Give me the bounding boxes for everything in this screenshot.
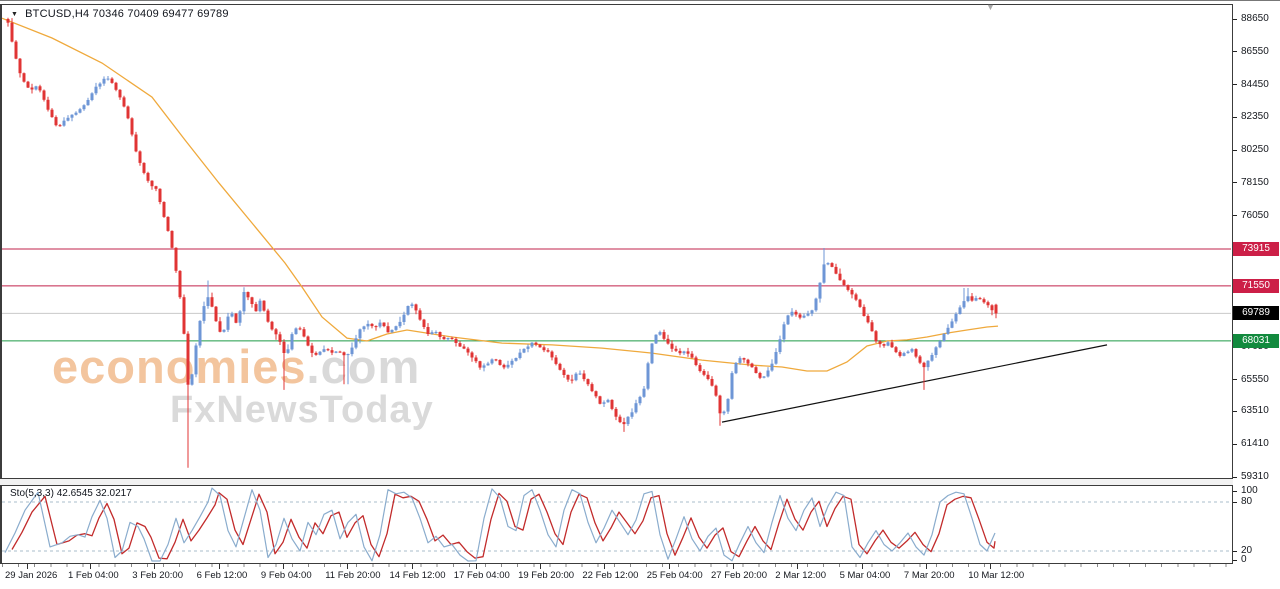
sto-axis-label: 0 [1241,554,1247,565]
x-axis-major-tick [861,564,863,569]
main-chart-panel[interactable]: economies.com FxNewsToday ▼ BTCUSD,H4 70… [0,2,1233,479]
y-axis-tick-mark [1233,18,1237,20]
x-axis-major-tick [475,564,477,569]
sto-axis-tick-mark [1233,501,1237,503]
y-axis-tick-label: 59310 [1241,471,1269,482]
stochastic-indicator-label: Sto(5,3,3) 42.6545 32.0217 [10,488,132,499]
y-axis-tick-label: 78150 [1241,176,1269,188]
y-axis-tick-label: 63510 [1241,405,1269,417]
x-axis-label: 19 Feb 20:00 [518,570,575,581]
y-axis-tick-label: 84450 [1241,78,1269,90]
y-axis-tick-mark [1233,149,1237,151]
y-axis-tick-mark [1233,84,1237,86]
x-axis-label: 17 Feb 04:00 [453,570,510,581]
price-chart-canvas[interactable] [2,5,1231,478]
x-axis-major-tick [797,564,799,569]
x-axis-major-tick [990,564,992,569]
y-axis-tick-label: 76050 [1241,209,1269,221]
x-axis-major-tick [925,564,927,569]
price-tag-69789: 69789 [1233,306,1279,321]
price-tag-73915: 73915 [1233,242,1279,257]
x-axis-major-tick [90,564,91,569]
sto-axis-tick-mark [1233,550,1237,552]
y-axis-tick-label: 88650 [1241,13,1269,24]
stochastic-canvas [2,487,1231,562]
x-axis-major-tick [604,564,606,569]
watermark-brand: economies [52,340,307,393]
y-axis-tick-label: 80250 [1241,144,1269,156]
y-axis-tick-mark [1233,116,1237,118]
x-axis-label: 14 Feb 12:00 [389,570,446,581]
window-top-border [0,0,1280,1]
x-axis-major-tick [218,564,220,569]
sto-axis-label: 80 [1241,496,1253,507]
x-axis-label: 29 Jan 2026 [5,570,58,581]
x-axis-major-tick [154,564,156,569]
x-axis-label: 10 Mar 12:00 [968,570,1025,581]
y-axis-tick-mark [1233,410,1237,412]
watermark: economies.com FxNewsToday [52,343,434,430]
x-axis-label: 5 Mar 04:00 [839,570,891,581]
x-axis-major-tick [27,564,28,569]
y-axis-tick-mark [1233,182,1237,184]
price-axis[interactable]: 8865086550844508235080250781507605067650… [1233,0,1280,589]
autoscroll-marker-icon: ▼ [986,2,995,12]
watermark-line1: economies.com [52,343,434,391]
x-axis-major-tick [282,564,284,569]
sto-axis-tick-mark [1233,490,1237,492]
time-axis[interactable]: 29 Jan 2026 1 Feb 04:00 3 Feb 20:00 6 Feb 1… [0,564,1233,589]
x-axis-label: 11 Feb 20:00 [325,570,381,581]
x-axis-major-tick [540,564,542,569]
y-axis-tick-label: 86550 [1241,45,1269,57]
candles [6,17,998,468]
symbol-dropdown-triangle-icon[interactable]: ▼ [11,10,19,18]
x-axis-label: 7 Mar 20:00 [903,570,955,581]
y-axis-tick-label: 65550 [1241,373,1269,385]
sto-axis-tick-mark [1233,559,1237,561]
y-axis-tick-label: 82350 [1241,111,1269,123]
chart-title: ▼ BTCUSD,H4 70346 70409 69477 69789 [11,8,229,20]
watermark-subbrand: FxNewsToday [170,388,434,431]
x-axis-major-tick [733,564,734,569]
panel-splitter[interactable] [0,479,1233,485]
symbol-ohlc-label: BTCUSD,H4 70346 70409 69477 69789 [25,8,229,20]
x-axis-label: 27 Feb 20:00 [711,570,767,581]
x-axis-label: 3 Feb 20:00 [132,570,184,581]
x-axis-major-tick [347,564,349,569]
time-axis-minor-ticks [2,564,1231,567]
stochastic-panel[interactable]: Sto(5,3,3) 42.6545 32.0217 [0,485,1233,564]
y-axis-tick-mark [1233,379,1237,381]
price-tag-71550: 71550 [1233,278,1279,293]
x-axis-major-tick [668,564,670,569]
x-axis-label: 6 Feb 12:00 [196,570,248,581]
x-axis-label: 22 Feb 12:00 [582,570,639,581]
x-axis-major-tick [411,564,413,569]
sto-axis-label: 100 [1241,485,1258,496]
x-axis-label: 1 Feb 04:00 [68,570,119,581]
x-axis-label: 2 Mar 12:00 [775,570,826,581]
x-axis-label: 9 Feb 04:00 [260,570,312,581]
y-axis-tick-mark [1233,476,1237,478]
price-tag-68031: 68031 [1233,333,1279,348]
y-axis-tick-mark [1233,51,1237,53]
x-axis-label: 25 Feb 04:00 [646,570,703,581]
y-axis-tick-mark [1233,443,1237,445]
y-axis-tick-mark [1233,215,1237,217]
sto-axis-label: 20 [1241,545,1253,556]
y-axis-tick-label: 61410 [1241,438,1269,450]
